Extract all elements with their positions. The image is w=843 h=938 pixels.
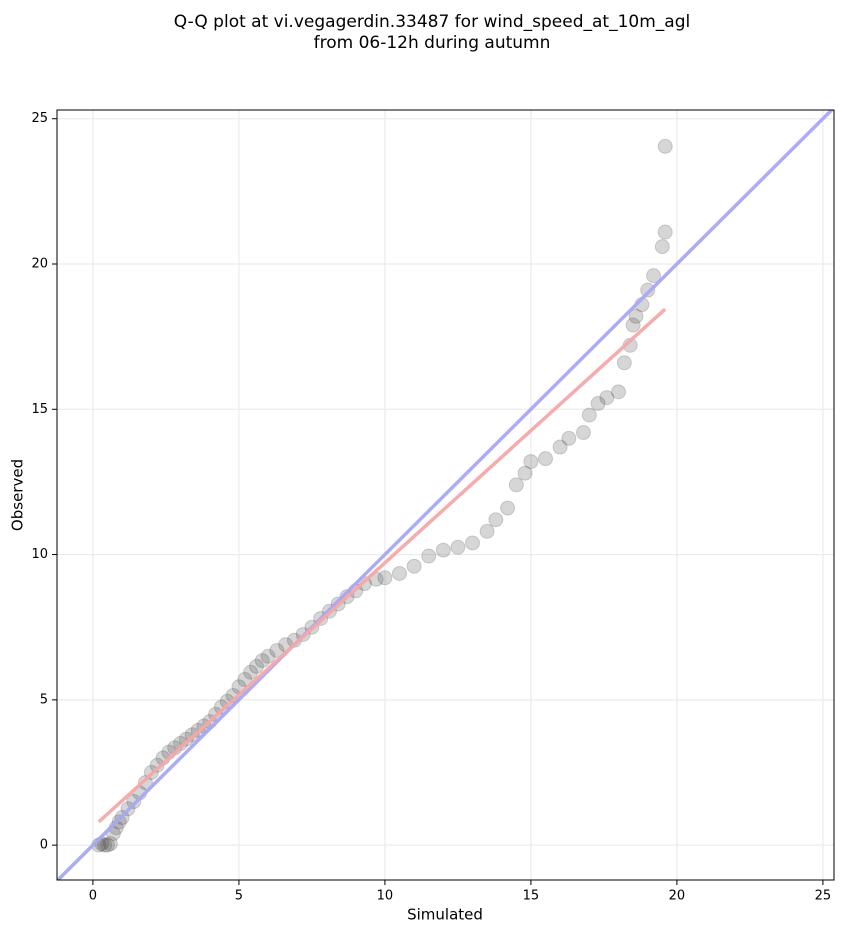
point [269, 642, 285, 658]
ticks: 0 5 10 15 20 25 0 5 10 15 20 25 [31, 111, 831, 903]
point [538, 451, 554, 467]
y-tick-label: 20 [31, 257, 48, 272]
point [111, 814, 127, 830]
point [517, 465, 533, 481]
point [254, 653, 270, 669]
point [657, 224, 673, 240]
y-tick-label: 0 [40, 838, 48, 853]
y-tick-label: 25 [31, 111, 48, 126]
x-tick-label: 10 [377, 889, 394, 904]
point [640, 282, 656, 298]
y-axis-label: Observed [9, 459, 27, 531]
point [465, 535, 481, 551]
point [590, 395, 606, 411]
point [377, 570, 393, 586]
point [178, 731, 194, 747]
y-tick-label: 10 [31, 547, 48, 562]
point [392, 565, 408, 581]
point [628, 308, 644, 324]
point [625, 317, 641, 333]
point [523, 454, 539, 470]
point [581, 407, 597, 423]
y-tick-label: 5 [40, 692, 48, 707]
point [599, 390, 615, 406]
point [435, 542, 451, 558]
point [508, 477, 524, 493]
point [488, 512, 504, 528]
chart-title: Q-Q plot at vi.vegagerdin.33487 for wind… [174, 12, 690, 32]
point [450, 539, 466, 555]
x-tick-label: 0 [89, 889, 97, 904]
axes-frame [56, 109, 835, 881]
plot-area [57, 110, 834, 880]
x-axis-label: Simulated [407, 906, 483, 924]
x-tick-label: 5 [235, 889, 243, 904]
point [500, 500, 516, 516]
fit-line [97, 307, 667, 824]
point [100, 837, 116, 853]
point [406, 558, 422, 574]
point [213, 699, 229, 715]
point [575, 425, 591, 441]
point [137, 775, 153, 791]
point [479, 523, 495, 539]
point [561, 430, 577, 446]
point [126, 794, 142, 810]
point [260, 648, 276, 664]
grid [57, 110, 834, 880]
point [552, 439, 568, 455]
x-tick-label: 15 [523, 889, 540, 904]
point [654, 239, 670, 255]
x-tick-label: 20 [669, 889, 686, 904]
y-tick-label: 15 [31, 402, 48, 417]
point [657, 138, 673, 154]
point [102, 836, 118, 852]
point [149, 757, 165, 773]
identity-line [57, 110, 834, 880]
point [611, 384, 627, 400]
point [243, 664, 259, 680]
point [237, 672, 253, 688]
point [248, 658, 264, 674]
chart-subtitle: from 06-12h during autumn [314, 33, 551, 53]
point [646, 268, 662, 284]
point [97, 837, 113, 853]
point [616, 355, 632, 371]
point [421, 548, 437, 564]
x-tick-label: 25 [815, 889, 832, 904]
